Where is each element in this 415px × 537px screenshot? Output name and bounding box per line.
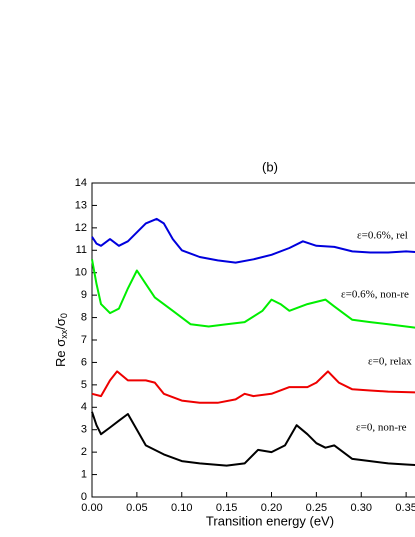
x-tick-label: 0.20 — [261, 502, 282, 514]
series-line — [91, 217, 415, 264]
series-line — [91, 370, 415, 404]
y-tick-label: 1 — [81, 468, 87, 480]
chart-title: (b) — [262, 159, 278, 174]
y-label-part: /σ — [53, 318, 68, 330]
y-tick-label: 0 — [81, 491, 87, 503]
series-label: ε=0.6%, non-re — [341, 289, 409, 301]
x-tick-label: 0.25 — [306, 502, 327, 514]
y-tick-label: 7 — [81, 334, 87, 346]
series-line — [91, 411, 415, 467]
y-tick-label: 11 — [76, 244, 87, 256]
x-tick-label: 0.30 — [351, 502, 372, 514]
x-tick-label: 0.05 — [126, 502, 147, 514]
x-axis-label: Transition energy (eV) — [206, 513, 334, 528]
x-tick-label: 0.10 — [171, 502, 192, 514]
y-tick-label: 13 — [75, 199, 87, 211]
y-axis-label: Re σxx/σ0 — [53, 313, 69, 367]
y-tick-label: 5 — [81, 379, 87, 391]
y-tick-label: 10 — [75, 267, 87, 279]
y-label-sub: xx — [59, 329, 69, 339]
y-tick-label: 3 — [81, 424, 87, 436]
x-tick-label: 0.15 — [216, 502, 237, 514]
series-line — [91, 259, 415, 329]
y-tick-label: 9 — [81, 289, 87, 301]
x-tick-label: 0.00 — [81, 502, 102, 514]
y-tick-label: 6 — [81, 356, 87, 368]
y-tick-label: 12 — [75, 222, 87, 234]
y-tick-label: 8 — [81, 311, 87, 323]
y-label-part: Re σ — [53, 339, 68, 367]
y-tick-label: 4 — [81, 401, 87, 413]
series-label: ε=0, relax — [368, 356, 412, 368]
y-tick-label: 2 — [81, 446, 87, 458]
x-tick-label: 0.35 — [395, 502, 415, 514]
y-label-sub: 0 — [59, 313, 69, 318]
series-label: ε=0, non-re — [356, 422, 407, 434]
series-label: ε=0.6%, rel — [357, 230, 408, 242]
y-tick-label: 14 — [75, 177, 87, 189]
